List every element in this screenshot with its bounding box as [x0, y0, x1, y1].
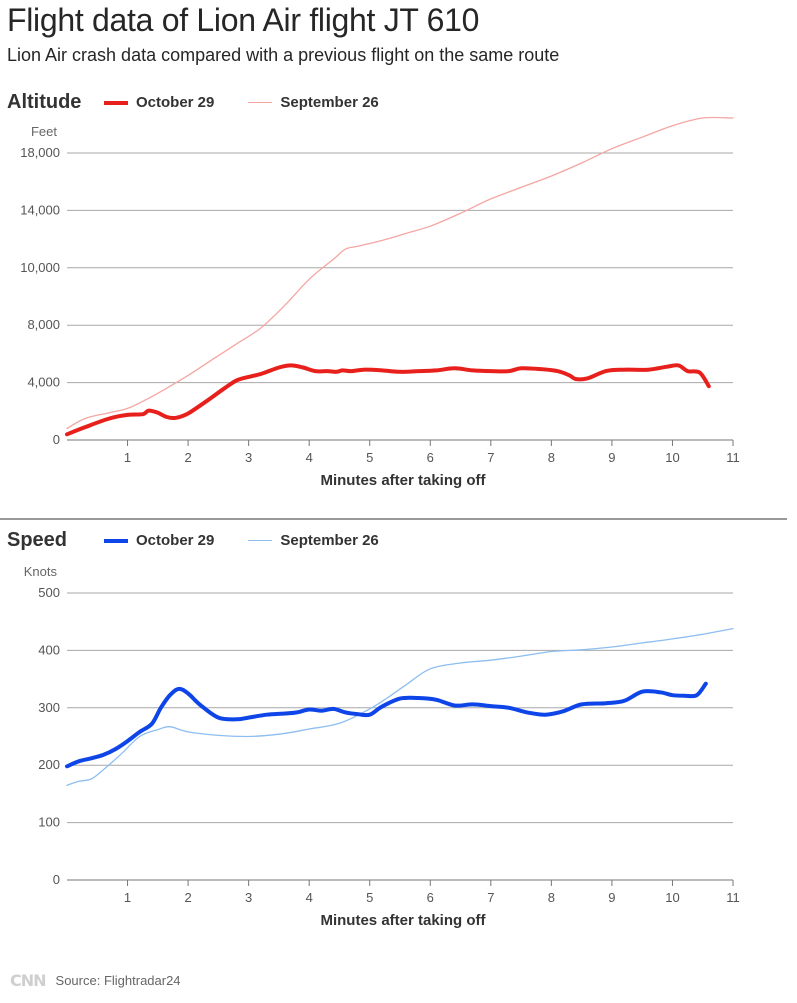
speed-panel-title: Speed: [7, 529, 68, 551]
y-tick-label: 500: [38, 585, 60, 600]
x-tick-label: 5: [366, 450, 373, 465]
page-subtitle: Lion Air crash data compared with a prev…: [7, 45, 560, 65]
x-axis-title: Minutes after taking off: [320, 912, 486, 929]
legend-swatch: [248, 539, 273, 542]
cnn-logo: CNN: [10, 971, 47, 990]
x-tick-label: 2: [184, 890, 191, 905]
x-tick-label: 7: [487, 450, 494, 465]
y-tick-label: 300: [38, 700, 60, 715]
page-title: Flight data of Lion Air flight JT 610: [7, 2, 480, 38]
legend-item-september-26: September 26: [248, 532, 379, 549]
legend-item-october-29: October 29: [104, 532, 214, 549]
legend-label: October 29: [136, 532, 215, 549]
altitude-legend: October 29 September 26: [104, 94, 413, 111]
legend-label: September 26: [280, 532, 379, 549]
chart-plot: Feet 0 4,000 8,000 10,000 14,000 18,000 1 2 3 4 5 6 7…: [20, 116, 740, 489]
x-tick-label: 4: [306, 890, 313, 905]
series-line-september-26: [66, 627, 734, 786]
x-tick-label: 8: [548, 890, 555, 905]
series-line-september-26: [66, 116, 734, 430]
y-tick-label: 0: [53, 872, 60, 887]
x-tick-label: 6: [427, 890, 434, 905]
x-tick-label: 7: [487, 890, 494, 905]
x-tick-label: 6: [427, 450, 434, 465]
y-tick-label: 0: [53, 432, 60, 447]
y-tick-label: 100: [38, 815, 60, 830]
x-tick-label: 3: [245, 890, 252, 905]
legend-item-september-26: September 26: [248, 94, 379, 111]
y-axis-unit-label: Feet: [31, 124, 57, 139]
footer: CNN Source: Flightradar24: [10, 971, 181, 990]
x-tick-label: 11: [726, 890, 740, 905]
x-tick-label: 4: [306, 450, 313, 465]
panel-divider: [0, 518, 787, 520]
y-tick-label: 14,000: [20, 202, 60, 217]
y-tick-label: 18,000: [20, 145, 60, 160]
speed-chart: Knots 0 100 200 300 400 500 1 2 3 4 5 6 7 8 9 10 11 Minute…: [24, 564, 740, 929]
legend-item-october-29: October 29: [104, 94, 214, 111]
legend-label: September 26: [280, 94, 379, 111]
y-tick-label: 4,000: [27, 375, 60, 390]
x-tick-label: 9: [608, 890, 615, 905]
x-tick-label: 11: [726, 450, 740, 465]
x-tick-label: 1: [124, 890, 131, 905]
x-axis-title: Minutes after taking off: [320, 472, 486, 489]
series-line-october-29: [65, 363, 711, 437]
legend-swatch: [104, 538, 128, 543]
x-tick-label: 9: [608, 450, 615, 465]
x-tick-label: 5: [366, 890, 373, 905]
x-tick-label: 1: [124, 450, 131, 465]
legend-label: October 29: [136, 94, 215, 111]
x-tick-label: 10: [665, 890, 679, 905]
x-tick-label: 3: [245, 450, 252, 465]
altitude-panel-title: Altitude: [7, 91, 82, 113]
y-tick-label: 8,000: [27, 317, 60, 332]
x-tick-label: 8: [548, 450, 555, 465]
y-tick-label: 10,000: [20, 260, 60, 275]
x-tick-label: 2: [184, 450, 191, 465]
y-tick-label: 400: [38, 642, 60, 657]
altitude-chart: Feet 0 4,000 8,000 10,000 14,000 18,000 1 2 3 4 5 6 7…: [20, 116, 740, 489]
source-note: Source: Flightradar24: [55, 973, 181, 988]
y-tick-label: 200: [38, 757, 60, 772]
legend-swatch: [104, 100, 128, 105]
speed-legend: October 29 September 26: [104, 532, 413, 549]
series-line-october-29: [65, 681, 708, 769]
y-axis-unit-label: Knots: [24, 564, 58, 579]
legend-swatch: [248, 101, 273, 104]
x-tick-label: 10: [665, 450, 679, 465]
chart-plot: Knots 0 100 200 300 400 500 1 2 3 4 5 6 7 8 9 10 11 Minute…: [24, 564, 740, 929]
